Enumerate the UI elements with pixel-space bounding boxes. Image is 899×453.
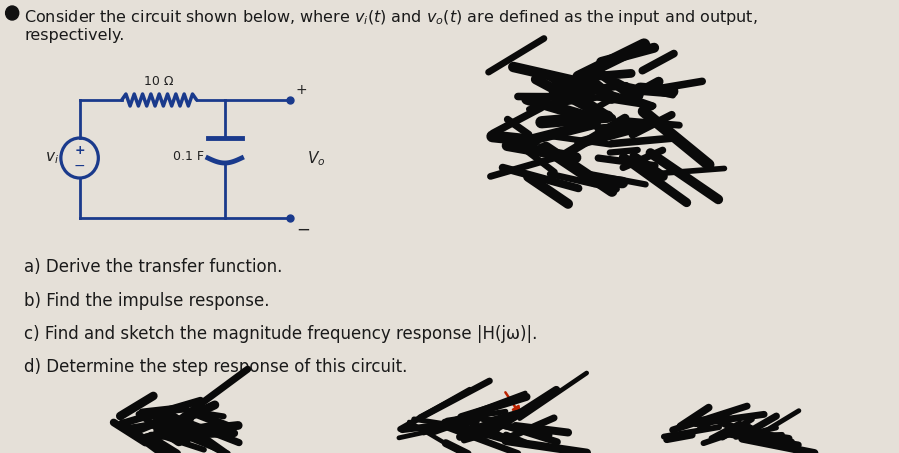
Text: 0.1 F: 0.1 F <box>174 149 204 163</box>
Text: Consider the circuit shown below, where $v_i(t)$ and $v_o(t)$ are defined as the: Consider the circuit shown below, where … <box>24 8 758 27</box>
Text: −: − <box>296 221 310 239</box>
Text: $V_o$: $V_o$ <box>307 149 325 169</box>
Text: −: − <box>74 159 85 173</box>
Text: a) Derive the transfer function.: a) Derive the transfer function. <box>24 258 282 276</box>
Text: d) Determine the step response of this circuit.: d) Determine the step response of this c… <box>24 358 408 376</box>
Text: 10 Ω: 10 Ω <box>145 75 174 88</box>
Text: +: + <box>75 145 85 158</box>
Text: c) Find and sketch the magnitude frequency response |H(jω)|.: c) Find and sketch the magnitude frequen… <box>24 325 538 343</box>
Text: respectively.: respectively. <box>24 28 125 43</box>
Text: $v_i$: $v_i$ <box>45 150 58 166</box>
Text: b) Find the impulse response.: b) Find the impulse response. <box>24 292 270 310</box>
Circle shape <box>5 6 19 20</box>
Text: +: + <box>296 83 307 97</box>
